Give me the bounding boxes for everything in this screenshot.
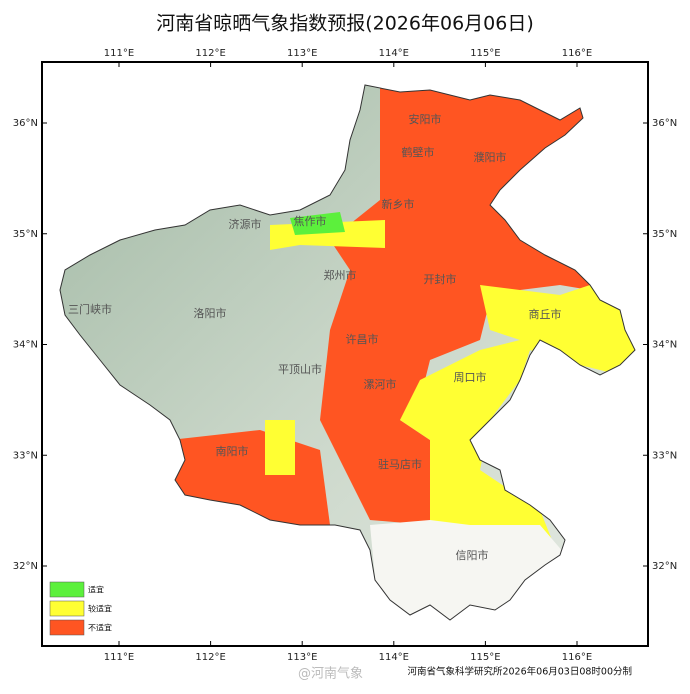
region-fair <box>265 420 295 475</box>
lat-label: 33°N <box>13 450 38 461</box>
lon-label: 114°E <box>379 652 409 663</box>
title: 河南省晾晒气象指数预报(2026年06月06日) <box>156 13 534 35</box>
legend-swatch <box>49 581 85 598</box>
lat-label: 33°N <box>652 450 677 461</box>
region-fair <box>400 285 635 560</box>
lon-label: 113°E <box>287 48 317 59</box>
city-label: 开封市 <box>424 272 457 286</box>
lat-label: 35°N <box>652 229 677 240</box>
lat-label: 35°N <box>13 229 38 240</box>
region-suitable <box>290 212 345 235</box>
city-label: 郑州市 <box>324 268 357 282</box>
lat-label: 36°N <box>652 118 677 129</box>
watermark: @河南气象 <box>298 666 363 682</box>
city-label: 漯河市 <box>364 377 397 391</box>
legend-swatch <box>49 600 85 617</box>
lon-label: 111°E <box>104 48 134 59</box>
city-label: 焦作市 <box>294 214 327 228</box>
city-label: 商丘市 <box>529 307 562 321</box>
city-label: 许昌市 <box>346 332 379 346</box>
city-label: 洛阳市 <box>194 306 227 320</box>
legend-swatch <box>49 619 85 636</box>
city-label: 新乡市 <box>382 197 415 211</box>
city-label: 三门峡市 <box>68 302 112 316</box>
lon-label: 113°E <box>287 652 317 663</box>
lon-label: 116°E <box>562 48 592 59</box>
city-label: 信阳市 <box>456 548 489 562</box>
city-label: 周口市 <box>454 370 487 384</box>
lat-label: 32°N <box>13 561 38 572</box>
city-label: 鹤壁市 <box>402 145 435 159</box>
city-label: 平顶山市 <box>278 362 322 376</box>
city-label: 驻马店市 <box>378 457 422 471</box>
lat-label: 36°N <box>13 118 38 129</box>
credit: 河南省气象科学研究所2026年06月03日08时00分制 <box>407 666 632 678</box>
legend-label: 较适宜 <box>88 604 112 614</box>
lon-label: 115°E <box>470 48 500 59</box>
city-label: 济源市 <box>229 217 262 231</box>
lat-label: 34°N <box>652 340 677 351</box>
lon-label: 112°E <box>195 652 225 663</box>
lon-label: 111°E <box>104 652 134 663</box>
legend-label: 适宜 <box>88 585 104 595</box>
lat-label: 32°N <box>652 561 677 572</box>
legend-label: 不适宜 <box>88 623 112 633</box>
lon-label: 114°E <box>379 48 409 59</box>
city-label: 南阳市 <box>216 444 249 458</box>
lon-label: 115°E <box>470 652 500 663</box>
lat-label: 34°N <box>13 340 38 351</box>
lon-label: 112°E <box>195 48 225 59</box>
city-label: 安阳市 <box>409 112 442 126</box>
city-label: 濮阳市 <box>474 150 507 164</box>
lon-label: 116°E <box>562 652 592 663</box>
